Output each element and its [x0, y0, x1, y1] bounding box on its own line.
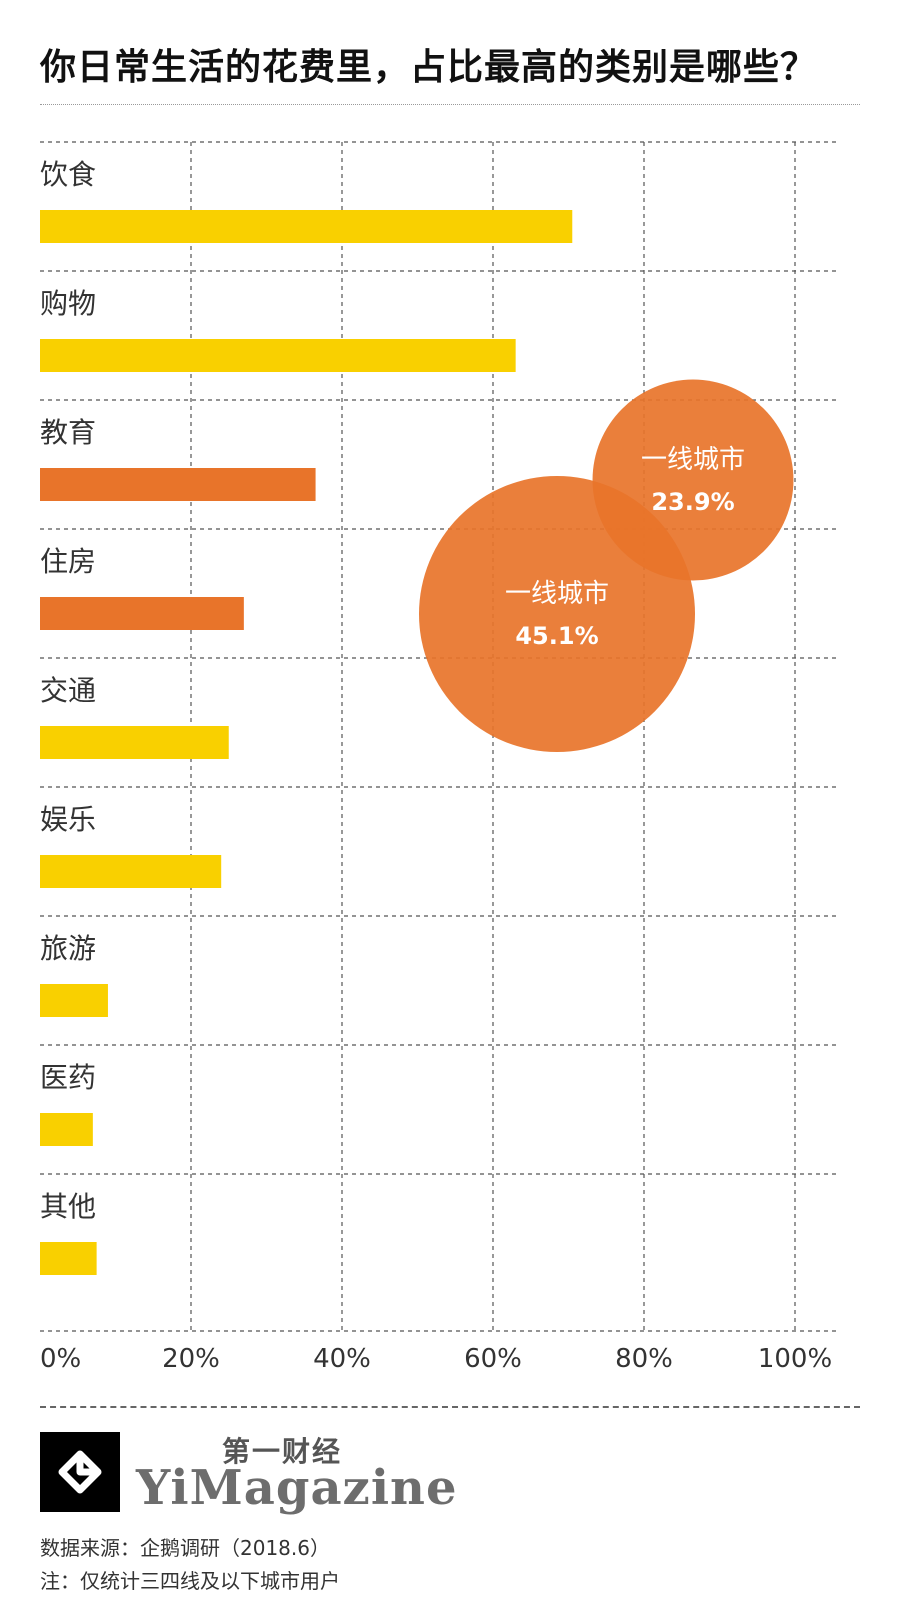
x-tick-label: 40%	[313, 1344, 371, 1374]
bar	[40, 1113, 93, 1146]
category-label: 旅游	[40, 932, 96, 965]
bar	[40, 339, 516, 372]
annotation-value: 23.9%	[651, 488, 734, 516]
bar	[40, 210, 573, 243]
category-label: 住房	[40, 545, 96, 578]
title-divider	[40, 104, 860, 105]
annotation-label: 一线城市	[641, 445, 745, 475]
category-label: 交通	[40, 674, 96, 707]
category-label: 教育	[40, 416, 96, 449]
bar	[40, 984, 108, 1017]
footnote: 注：仅统计三四线及以下城市用户	[40, 1569, 340, 1593]
x-tick-label: 20%	[162, 1344, 220, 1374]
bar	[40, 1242, 97, 1275]
data-source-note: 数据来源：企鹅调研（2018.6）	[40, 1536, 330, 1560]
logo-chinese-name: 第一财经	[222, 1435, 343, 1468]
x-tick-label: 0%	[40, 1344, 81, 1374]
logo-english-name: YiMagazine	[136, 1460, 458, 1516]
category-label: 饮食	[40, 158, 96, 191]
chart-title: 你日常生活的花费里，占比最高的类别是哪些？	[40, 47, 818, 88]
footer-divider	[40, 1406, 860, 1408]
annotation-value: 45.1%	[515, 622, 598, 650]
category-label: 其他	[40, 1190, 96, 1223]
annotation-bubble	[592, 379, 794, 581]
category-label: 娱乐	[40, 803, 96, 836]
annotation-label: 一线城市	[505, 579, 609, 609]
x-tick-label: 80%	[615, 1344, 673, 1374]
x-tick-label: 60%	[464, 1344, 522, 1374]
bar	[40, 468, 316, 501]
bar	[40, 855, 222, 888]
yimagazine-logo-icon	[40, 1432, 120, 1512]
category-label: 购物	[40, 287, 96, 320]
x-tick-label: 100%	[758, 1344, 832, 1374]
bar	[40, 597, 244, 630]
category-label: 医药	[40, 1061, 96, 1094]
bar	[40, 726, 229, 759]
